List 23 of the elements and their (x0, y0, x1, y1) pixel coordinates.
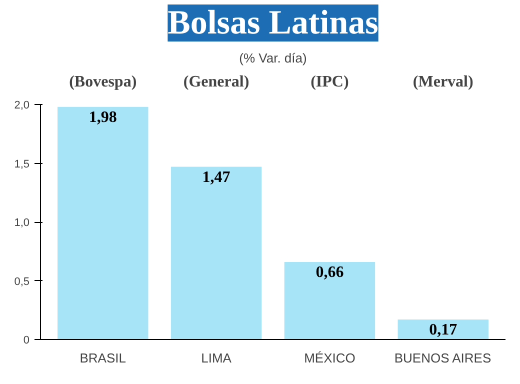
y-tick-label: 1,0 (14, 217, 30, 229)
x-tick-label: LIMA (201, 350, 232, 366)
chart-title: Bolsas Latinas (168, 4, 378, 42)
y-tick-label: 1,5 (14, 158, 30, 170)
x-tick-label: BUENOS AIRES (394, 350, 492, 366)
bar (284, 262, 376, 340)
text: (IPC) (310, 74, 349, 90)
bar (398, 320, 488, 340)
text: (General) (183, 74, 250, 90)
x-tick-label: MÉXICO (304, 350, 356, 366)
data-label: 0,17 (429, 322, 458, 339)
bar (170, 166, 262, 340)
data-label: 1,47 (202, 168, 230, 186)
y-tick-label: 0 (23, 334, 30, 346)
y-tick-label: 2,0 (14, 100, 30, 112)
data-label: 1,98 (88, 108, 117, 126)
chart-subtitle: (% Var. día) (239, 50, 307, 66)
text: (Merval) (412, 74, 474, 90)
text: (Bovespa) (69, 74, 137, 90)
x-tick-label: BRASIL (80, 350, 126, 366)
y-tick-label: 0,5 (14, 276, 30, 288)
bar (58, 106, 148, 340)
data-label: 0,66 (316, 264, 344, 281)
